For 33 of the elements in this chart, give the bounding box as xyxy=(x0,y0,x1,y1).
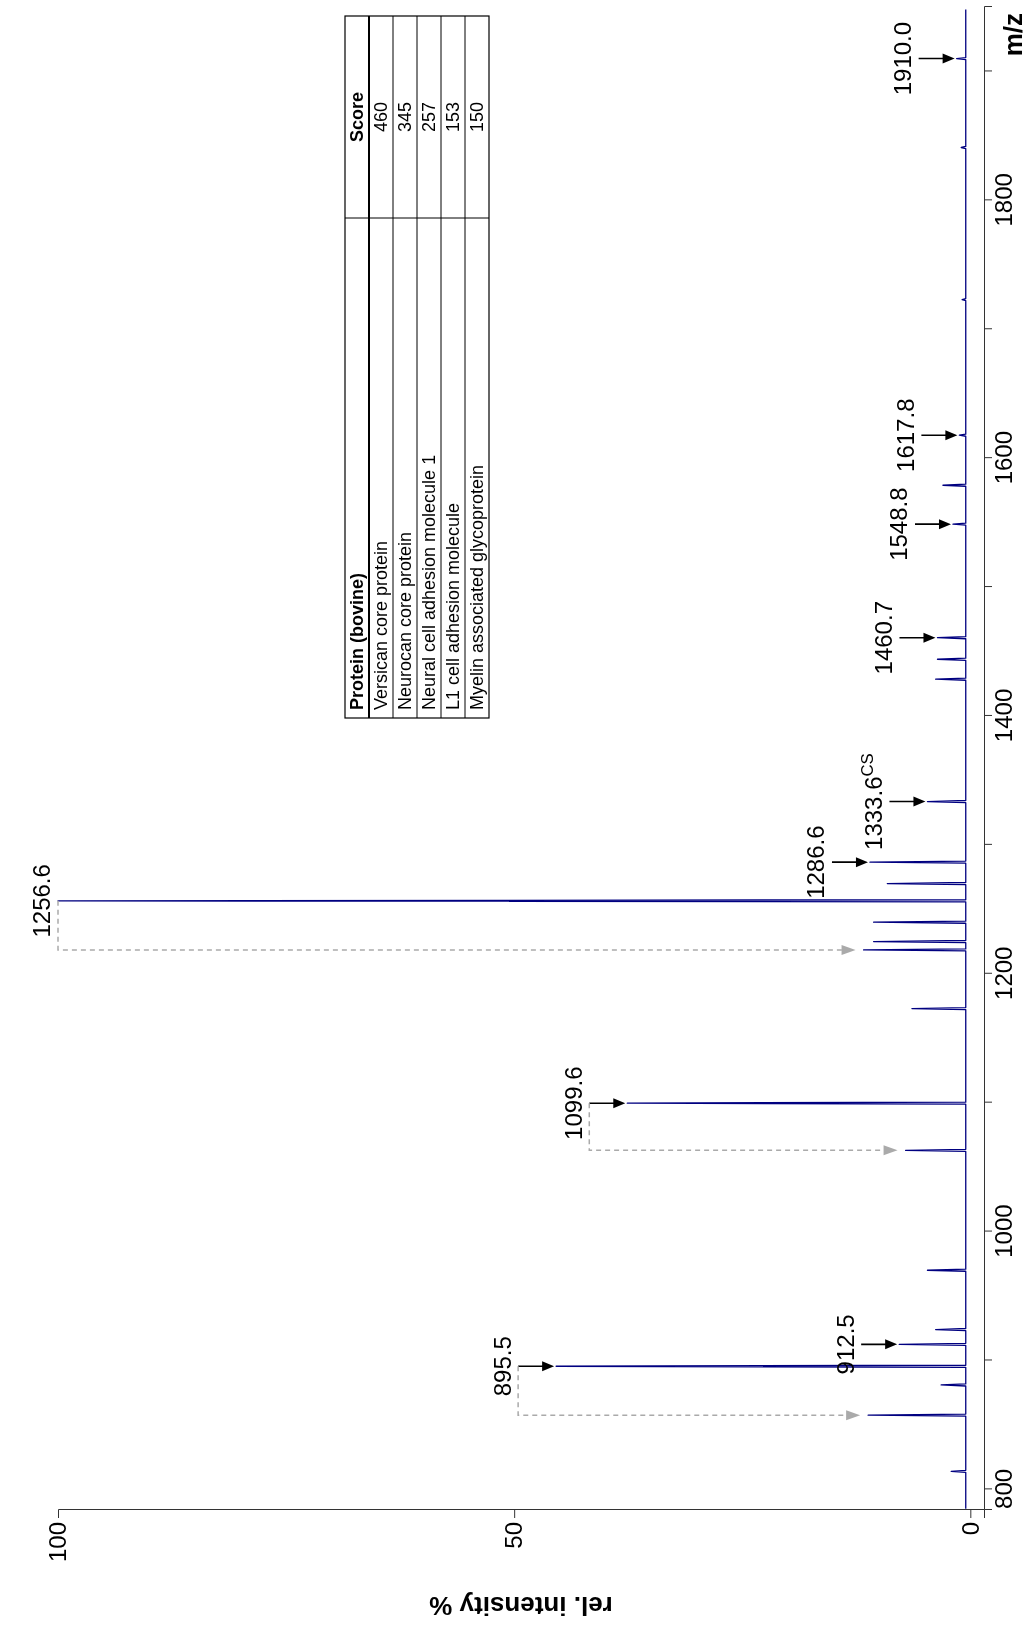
annotation: 1617.8 xyxy=(891,398,919,472)
annotation: 1099.6 xyxy=(559,1066,587,1140)
y-tick-label: 1600 xyxy=(990,430,1018,485)
line-series xyxy=(57,8,967,1510)
y-tick-label: 1400 xyxy=(990,688,1018,743)
y-tick-label: 1000 xyxy=(990,1204,1018,1258)
data-label: 460 xyxy=(371,101,392,133)
category-label: Neural cell adhesion molecule 1 xyxy=(419,454,440,710)
annotation: 1286.6 xyxy=(802,825,830,899)
x-axis-title: rel. intensity % xyxy=(429,1591,613,1621)
category-label: L1 cell adhesion molecule xyxy=(443,502,464,710)
text: Score xyxy=(347,91,368,143)
y-tick-label: 800 xyxy=(990,1468,1018,1509)
data-label: 257 xyxy=(419,101,440,133)
y-axis-title: m/z xyxy=(998,13,1028,57)
data-label: 150 xyxy=(467,101,488,133)
annotation: 895.5 xyxy=(488,1336,516,1397)
x-tick-label: 0 xyxy=(956,1522,984,1536)
data-label: 153 xyxy=(443,101,464,133)
x-tick-label: 100 xyxy=(44,1522,72,1563)
annotation: 1548.8 xyxy=(885,487,913,561)
category-label: Neurocan core protein xyxy=(395,531,416,710)
annotation: 1910.0 xyxy=(889,21,917,96)
y-tick-label: 1200 xyxy=(990,946,1018,1000)
category-label: Versican core protein xyxy=(371,540,392,710)
text: Protein (bovine) xyxy=(347,572,368,710)
annotation: 1460.7 xyxy=(869,601,897,675)
annotation: 912.5 xyxy=(831,1314,859,1375)
x-tick-label: 50 xyxy=(500,1522,528,1549)
y-tick-label: 1800 xyxy=(990,173,1018,227)
data-label: 345 xyxy=(395,101,416,133)
annotation: 1256.6 xyxy=(28,864,55,938)
category-label: Myelin associated glycoprotein xyxy=(467,464,488,710)
